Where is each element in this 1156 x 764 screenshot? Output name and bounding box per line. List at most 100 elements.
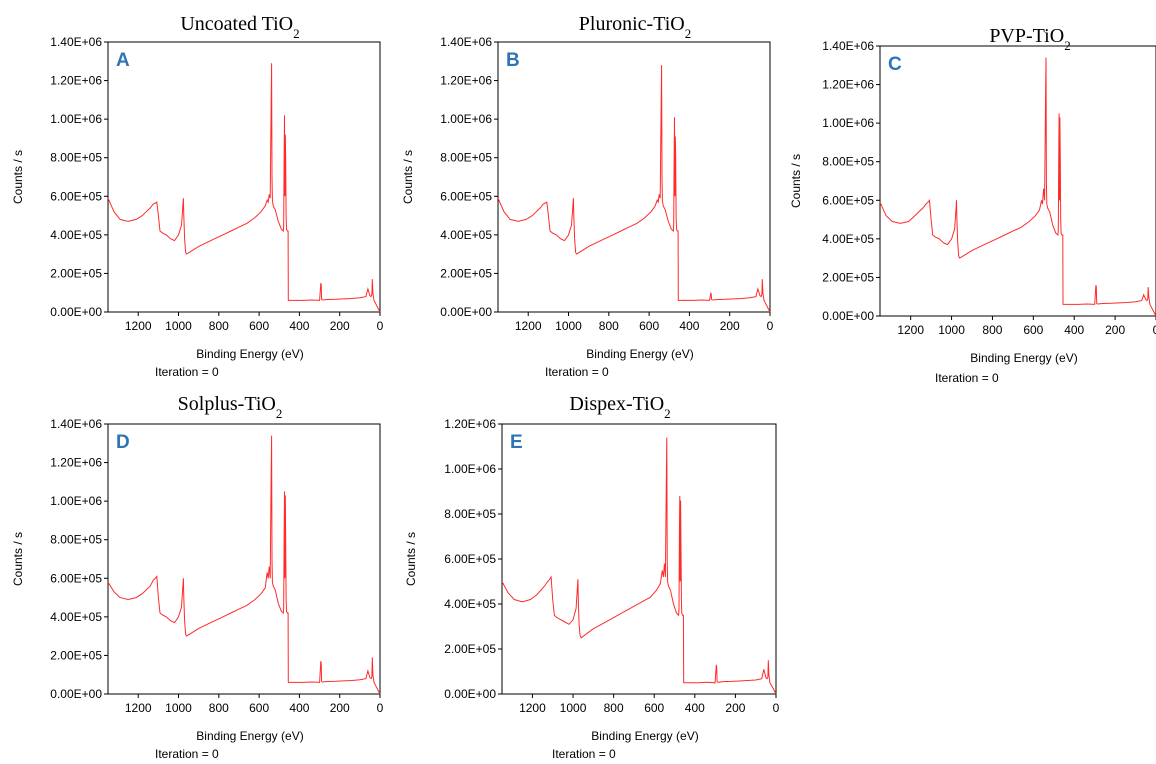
x-tick-label: 0 bbox=[773, 701, 780, 715]
x-tick-label: 0 bbox=[377, 701, 384, 715]
panel-title: Dispex-TiO2 bbox=[569, 393, 670, 421]
y-tick-label: 8.00E+05 bbox=[440, 151, 492, 165]
y-tick-label: 1.40E+06 bbox=[50, 35, 102, 49]
iteration-note: Iteration = 0 bbox=[545, 365, 609, 379]
panel-letter: D bbox=[116, 432, 130, 453]
y-tick-label: 6.00E+05 bbox=[50, 571, 102, 585]
y-tick-label: 1.20E+06 bbox=[50, 456, 102, 470]
y-tick-label: 4.00E+05 bbox=[50, 228, 102, 242]
plot-frame bbox=[501, 423, 777, 695]
x-tick-label: 400 bbox=[1064, 323, 1084, 337]
x-tick-label: 0 bbox=[767, 319, 774, 333]
y-tick-label: 6.00E+05 bbox=[444, 552, 496, 566]
x-tick-label: 400 bbox=[289, 701, 309, 715]
y-tick-label: 8.00E+05 bbox=[50, 533, 102, 547]
x-tick-label: 1000 bbox=[165, 701, 192, 715]
y-tick-label: 0.00E+00 bbox=[50, 687, 102, 701]
x-tick-label: 200 bbox=[720, 319, 740, 333]
y-tick-label: 4.00E+05 bbox=[444, 597, 496, 611]
y-tick-label: 1.00E+06 bbox=[50, 494, 102, 508]
y-tick-label: 2.00E+05 bbox=[444, 642, 496, 656]
y-tick-label: 1.00E+06 bbox=[444, 462, 496, 476]
y-tick-label: 1.00E+06 bbox=[822, 116, 874, 130]
y-tick-label: 4.00E+05 bbox=[50, 610, 102, 624]
panel-letter: B bbox=[506, 50, 520, 71]
y-tick-label: 8.00E+05 bbox=[444, 507, 496, 521]
y-tick-label: 1.40E+06 bbox=[822, 39, 874, 53]
x-tick-label: 600 bbox=[249, 319, 269, 333]
x-axis-label: Binding Energy (eV) bbox=[970, 351, 1077, 365]
x-tick-label: 0 bbox=[1153, 323, 1156, 337]
iteration-note: Iteration = 0 bbox=[935, 371, 999, 385]
x-tick-label: 200 bbox=[330, 319, 350, 333]
y-axis-label: Counts / s bbox=[404, 532, 418, 586]
y-tick-label: 0.00E+00 bbox=[440, 305, 492, 319]
x-tick-label: 400 bbox=[685, 701, 705, 715]
panel-c: PVP-TiO2 C 0.00E+00 2.00E+05 4.00E+05 6.00E+0… bbox=[789, 25, 1156, 385]
x-tick-label: 200 bbox=[330, 701, 350, 715]
x-tick-label: 800 bbox=[604, 701, 624, 715]
plot-frame bbox=[107, 41, 381, 313]
x-tick-label: 1000 bbox=[555, 319, 582, 333]
y-tick-label: 8.00E+05 bbox=[50, 151, 102, 165]
iteration-note: Iteration = 0 bbox=[552, 747, 616, 761]
panel-b: Pluronic-TiO2 B 0.00E+00 2.00E+05 4.00E+05 6.… bbox=[401, 13, 774, 379]
y-tick-label: 2.00E+05 bbox=[50, 648, 102, 662]
panel-a: Uncoated TiO2 A 0.00E+00 2.00E+05 4.00E+05 6.… bbox=[11, 13, 384, 379]
spectrum-line bbox=[501, 437, 777, 695]
y-tick-label: 2.00E+05 bbox=[822, 270, 874, 284]
y-tick-label: 1.20E+06 bbox=[440, 74, 492, 88]
spectrum-line bbox=[107, 63, 381, 313]
y-tick-label: 1.20E+06 bbox=[822, 78, 874, 92]
x-axis-label: Binding Energy (eV) bbox=[196, 729, 303, 743]
x-tick-label: 0 bbox=[377, 319, 384, 333]
x-tick-label: 1200 bbox=[519, 701, 546, 715]
plot-frame bbox=[107, 423, 381, 695]
y-tick-label: 0.00E+00 bbox=[444, 687, 496, 701]
y-tick-label: 1.40E+06 bbox=[440, 35, 492, 49]
spectrum-line bbox=[497, 65, 771, 313]
panel-title: Solplus-TiO2 bbox=[178, 393, 283, 421]
x-tick-label: 1200 bbox=[125, 701, 152, 715]
x-tick-label: 1200 bbox=[125, 319, 152, 333]
y-tick-label: 6.00E+05 bbox=[822, 193, 874, 207]
x-tick-label: 800 bbox=[209, 701, 229, 715]
x-tick-label: 800 bbox=[599, 319, 619, 333]
y-axis-label: Counts / s bbox=[401, 150, 415, 204]
panel-letter: A bbox=[116, 50, 130, 71]
x-tick-label: 600 bbox=[639, 319, 659, 333]
x-axis-label: Binding Energy (eV) bbox=[586, 347, 693, 361]
x-tick-label: 600 bbox=[644, 701, 664, 715]
x-tick-label: 800 bbox=[982, 323, 1002, 337]
y-tick-label: 0.00E+00 bbox=[822, 309, 874, 323]
panel-title: Uncoated TiO2 bbox=[180, 13, 299, 41]
panel-e: Dispex-TiO2 E 0.00E+00 2.00E+05 4.00E+05 6.00… bbox=[404, 393, 780, 761]
plot-frame bbox=[879, 45, 1156, 317]
y-tick-label: 1.00E+06 bbox=[440, 112, 492, 126]
panel-title: PVP-TiO2 bbox=[989, 25, 1070, 53]
spectrum-line bbox=[879, 57, 1156, 317]
y-tick-label: 1.40E+06 bbox=[50, 417, 102, 431]
plot-frame bbox=[497, 41, 771, 313]
x-tick-label: 600 bbox=[1023, 323, 1043, 337]
x-tick-label: 1000 bbox=[165, 319, 192, 333]
y-tick-label: 4.00E+05 bbox=[822, 232, 874, 246]
y-axis-label: Counts / s bbox=[789, 154, 803, 208]
x-tick-label: 1200 bbox=[897, 323, 924, 337]
x-tick-label: 400 bbox=[679, 319, 699, 333]
y-tick-label: 0.00E+00 bbox=[50, 305, 102, 319]
y-tick-label: 6.00E+05 bbox=[50, 189, 102, 203]
y-tick-label: 1.20E+06 bbox=[444, 417, 496, 431]
panel-letter: C bbox=[888, 54, 902, 75]
x-axis-label: Binding Energy (eV) bbox=[196, 347, 303, 361]
panel-letter: E bbox=[510, 432, 523, 453]
y-axis-label: Counts / s bbox=[11, 150, 25, 204]
y-axis-label: Counts / s bbox=[11, 532, 25, 586]
panel-title: Pluronic-TiO2 bbox=[579, 13, 691, 41]
y-tick-label: 2.00E+05 bbox=[440, 266, 492, 280]
x-tick-label: 200 bbox=[1105, 323, 1125, 337]
y-tick-label: 1.00E+06 bbox=[50, 112, 102, 126]
y-tick-label: 6.00E+05 bbox=[440, 189, 492, 203]
y-tick-label: 8.00E+05 bbox=[822, 155, 874, 169]
